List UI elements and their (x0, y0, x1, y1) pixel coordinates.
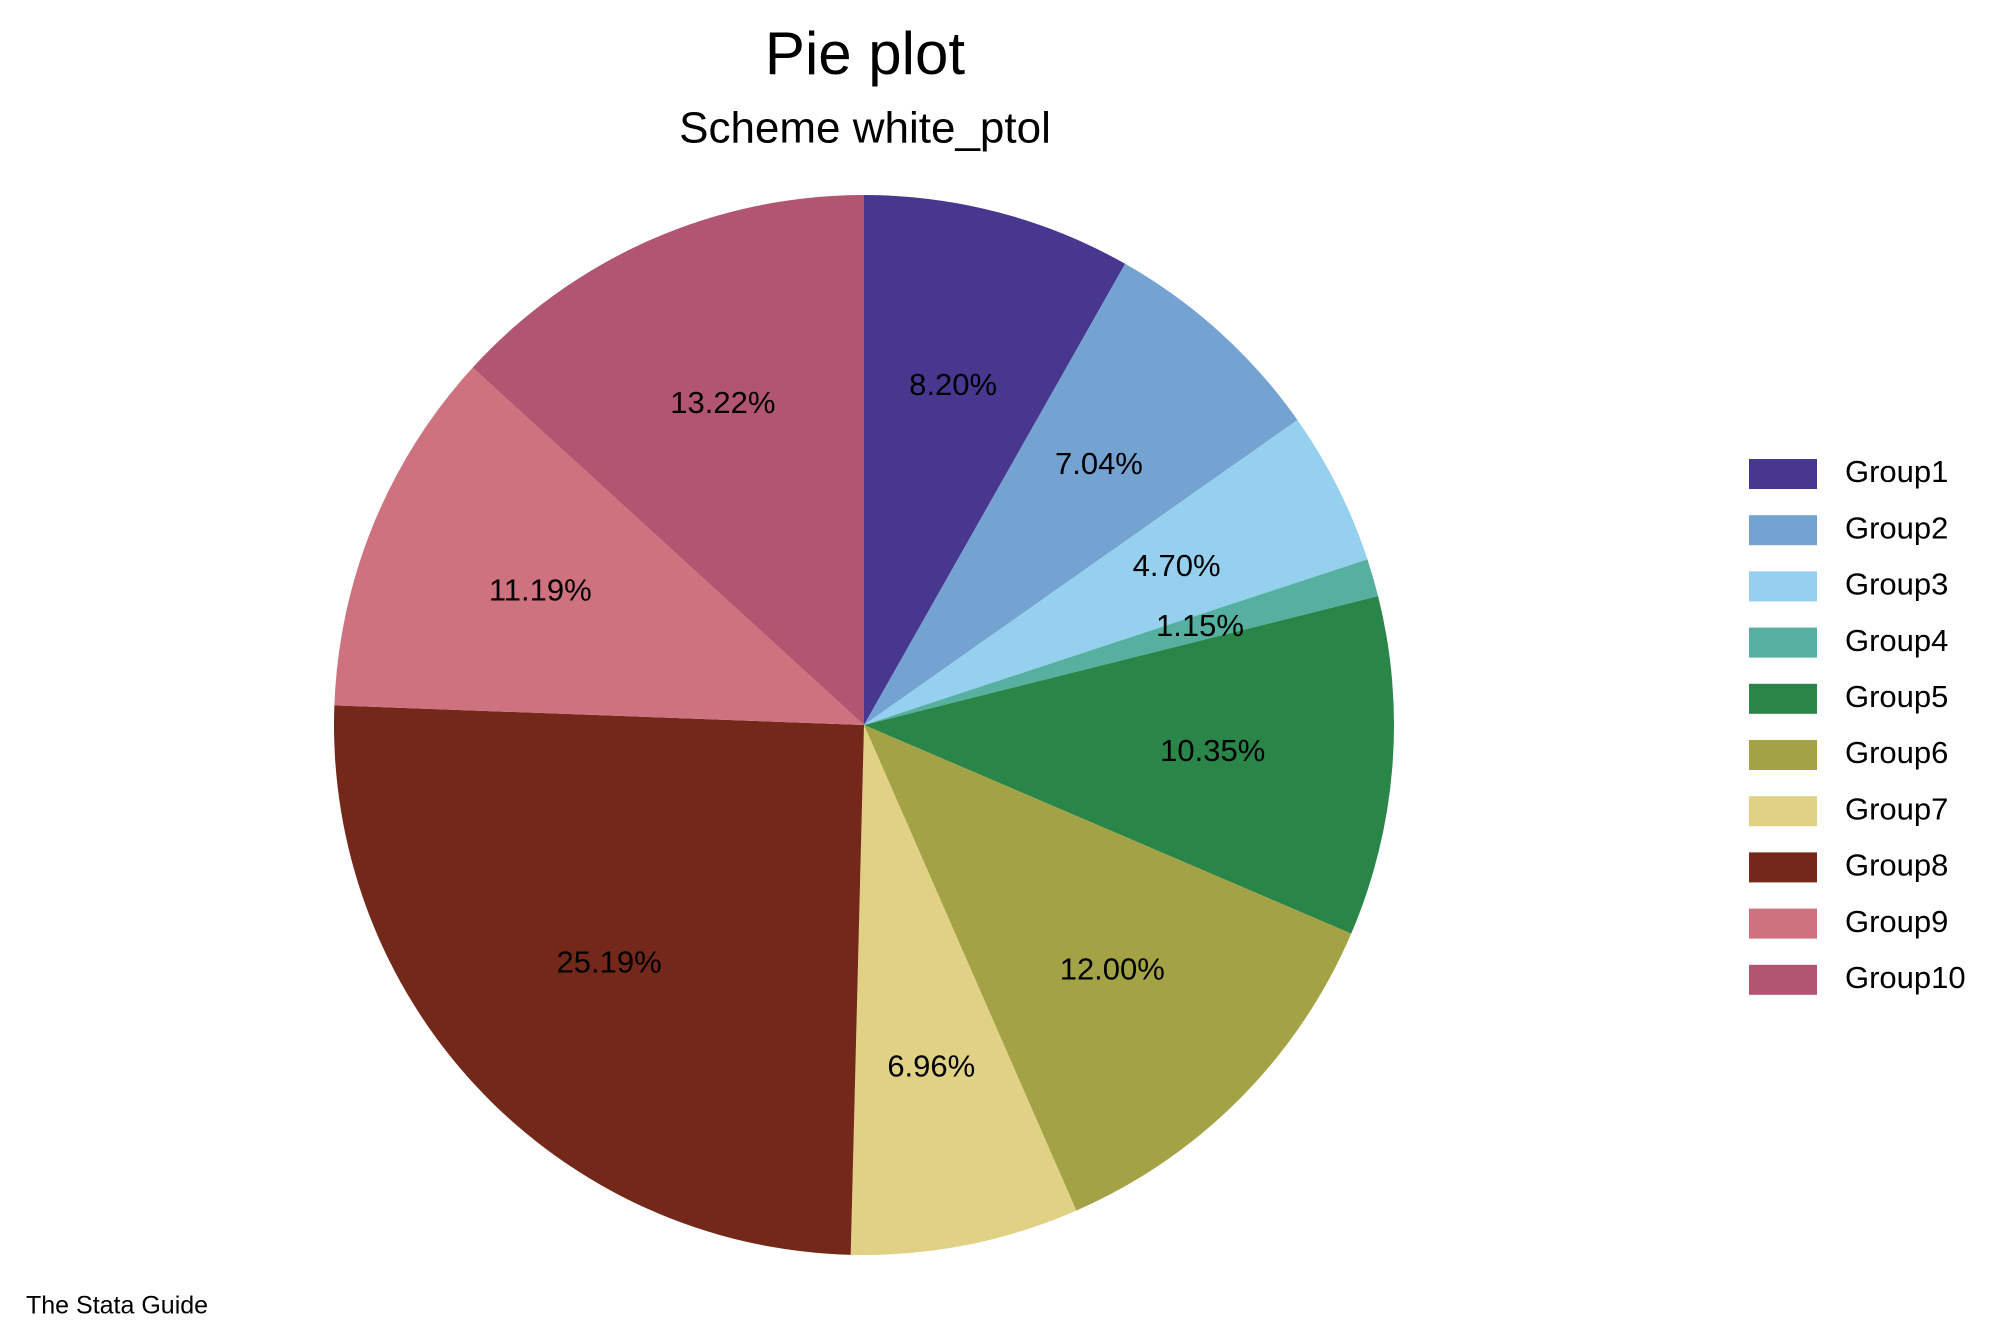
data-label: 25.19% (557, 945, 662, 980)
pie-slice (850, 725, 1077, 1255)
legend-swatch (1749, 683, 1817, 714)
pie-slice (864, 195, 1126, 725)
data-label: 7.04% (1055, 446, 1143, 481)
legend-label: Group8 (1845, 848, 1948, 883)
legend-swatch (1749, 571, 1817, 602)
pie-slice (334, 367, 864, 725)
legend-label: Group2 (1845, 510, 1948, 545)
pie-slice (334, 705, 864, 1255)
pie-slice (864, 559, 1379, 725)
legend-label: Group1 (1845, 454, 1948, 489)
legend-swatch (1749, 964, 1817, 995)
legend-swatch (1749, 908, 1817, 939)
pie-slice (864, 419, 1368, 725)
chart-title: Pie plot (765, 20, 965, 87)
legend-label: Group3 (1845, 567, 1948, 602)
legend-swatch (1749, 515, 1817, 546)
legend-label: Group7 (1845, 791, 1948, 826)
chart-subtitle: Scheme white_ptol (679, 104, 1051, 153)
pie-slice (472, 195, 864, 725)
legend-swatch (1749, 627, 1817, 658)
footnote: The Stata Guide (26, 1292, 208, 1320)
legend-swatch (1749, 852, 1817, 883)
data-label: 13.22% (670, 385, 775, 420)
data-label: 8.20% (909, 367, 997, 402)
data-label: 12.00% (1060, 952, 1165, 987)
pie-slice (864, 596, 1395, 934)
data-label: 10.35% (1160, 733, 1265, 768)
data-label: 4.70% (1133, 548, 1221, 583)
data-label: 1.15% (1156, 608, 1244, 643)
legend-swatch (1749, 796, 1817, 827)
data-label: 11.19% (489, 573, 592, 608)
legend-label: Group10 (1845, 960, 1966, 995)
legend-swatch (1749, 740, 1817, 770)
legend-label: Group9 (1845, 904, 1948, 939)
legend-label: Group4 (1845, 623, 1948, 658)
data-label: 6.96% (887, 1048, 975, 1083)
legend-label: Group5 (1845, 679, 1948, 714)
legend-label: Group6 (1845, 735, 1948, 770)
pie-slice (864, 263, 1298, 725)
pie-slice (864, 725, 1352, 1211)
legend-swatch (1749, 459, 1817, 489)
